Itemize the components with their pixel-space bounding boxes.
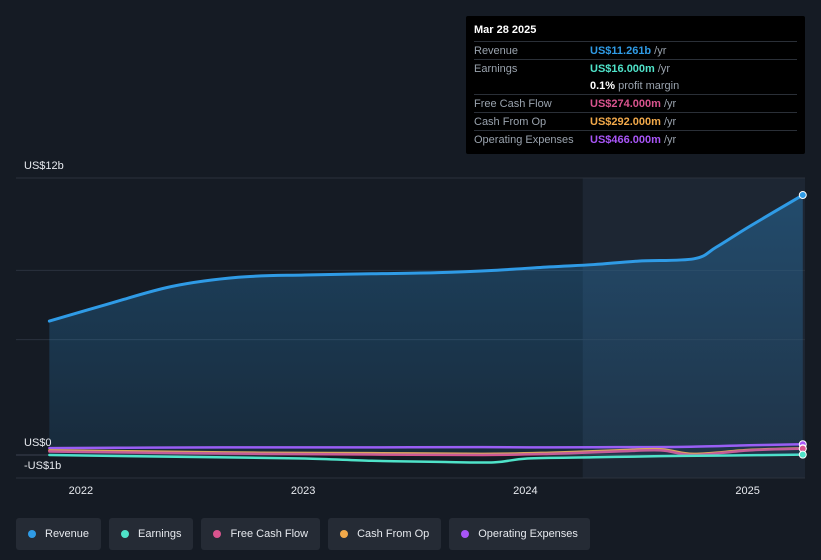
tooltip-row-label: Cash From Op [474,115,547,128]
earnings-end-point [798,450,807,459]
tooltip-row-value: US$16.000m [590,62,655,75]
revenue-area [49,195,803,455]
tooltip-row: Cash From Op US$292.000m/yr [474,112,797,130]
legend-item-revenue[interactable]: Revenue [16,518,102,550]
tooltip-row-value: US$466.000m [590,133,661,146]
tooltip-row: Revenue US$11.261b/yr [474,41,797,59]
legend-item-free-cash-flow[interactable]: Free Cash Flow [201,518,321,550]
tooltip-row-unit: /yr [654,44,667,57]
tooltip-row: 0.1% profit margin [474,77,797,94]
tooltip-row-unit: profit margin [618,79,680,92]
tooltip-row-unit: /yr [657,62,671,75]
y-axis-bottom-label: -US$1b [24,460,62,472]
legend-item-operating-expenses[interactable]: Operating Expenses [449,518,590,550]
tooltip-date: Mar 28 2025 [474,24,537,36]
y-axis-zero-label: US$0 [24,437,52,449]
x-tick-2023: 2023 [290,485,316,497]
tooltip-row-unit: /yr [663,97,677,110]
data-tooltip: Mar 28 2025 Revenue US$11.261b/yr Earnings… [466,16,805,154]
tooltip-row-label: Operating Expenses [474,133,574,146]
tooltip-row: Operating Expenses US$466.000m/yr [474,130,797,148]
tooltip-row-label: Earnings [474,62,518,75]
legend-dot-icon [461,530,470,538]
y-axis-top-label: US$12b [24,160,64,172]
legend-dot-icon [213,530,222,538]
tooltip-row-value: 0.1% [590,79,616,92]
chart-legend: Revenue Earnings Free Cash Flow Cash From O… [16,518,590,550]
legend-item-label: Earnings [138,528,182,540]
legend-dot-icon [340,530,349,538]
legend-dot-icon [28,530,36,538]
x-tick-2025: 2025 [735,485,760,497]
tooltip-row-label: Free Cash Flow [474,97,552,110]
tooltip-row-value: US$274.000m [590,97,661,110]
revenue-line [47,193,805,323]
tooltip-row: Earnings US$16.000m/yr [474,59,797,77]
legend-item-label: Revenue [45,528,90,540]
legend-item-label: Operating Expenses [478,528,578,540]
legend-item-earnings[interactable]: Earnings [109,518,194,550]
tooltip-row-unit: /yr [663,115,677,128]
legend-item-label: Free Cash Flow [230,528,309,540]
tooltip-row-value: US$11.261b [590,44,652,57]
legend-item-label: Cash From Op [357,528,430,540]
legend-item-cash-from-op[interactable]: Cash From Op [328,518,442,550]
tooltip-row-value: US$292.000m [590,115,661,128]
revenue-end-point [798,191,807,200]
earnings-line [48,453,805,464]
x-tick-2022: 2022 [68,485,94,497]
tooltip-row-unit: /yr [663,133,677,146]
tooltip-row-label: Revenue [474,44,519,57]
legend-dot-icon [121,530,130,538]
tooltip-row: Free Cash Flow US$274.000m/yr [474,94,797,112]
x-tick-2024: 2024 [513,485,538,497]
